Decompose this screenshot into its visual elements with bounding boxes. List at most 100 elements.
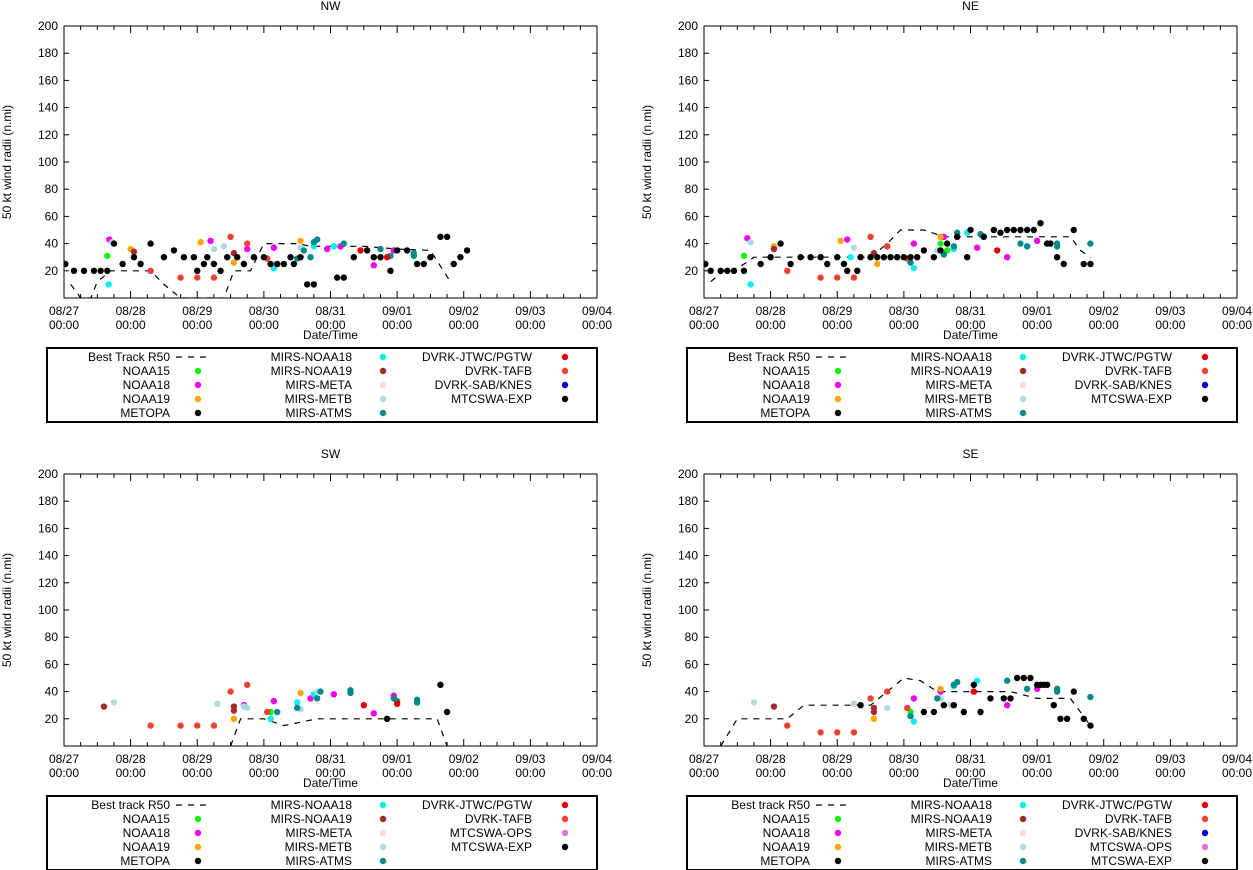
legend-swatch	[561, 367, 569, 375]
legend-label: DVRK-SAB/KNES	[1075, 826, 1172, 840]
x-axis-label: Date/Time	[303, 776, 358, 790]
legend-label: DVRK-TAFB	[465, 364, 532, 378]
point-mirs-atms	[274, 708, 281, 716]
legend-swatch	[834, 829, 842, 837]
point-mtcswa-exp	[310, 281, 318, 288]
point-mtcswa-exp	[437, 681, 444, 688]
point-mirs-noaa18	[330, 243, 338, 250]
best-track-line	[70, 243, 451, 298]
point-mirs-metb	[850, 244, 858, 251]
point-mtcswa-exp	[280, 260, 288, 268]
point-mtcswa-exp	[393, 247, 401, 254]
point-mtcswa-exp	[840, 260, 848, 268]
point-noaa18	[370, 262, 378, 269]
legend-label: MTCSWA-EXP	[1091, 854, 1172, 868]
legend-swatch	[1019, 409, 1027, 417]
y-tick-label: 40	[45, 685, 59, 699]
point-mirs-noaa19	[130, 248, 138, 255]
y-axis-label: 50 kt wind radii (n.mi)	[0, 105, 14, 219]
point-mirs-metb	[110, 699, 118, 706]
point-mtcswa-exp	[1010, 226, 1018, 234]
point-noaa19	[230, 259, 238, 266]
legend-label: MTCSWA-EXP	[451, 392, 532, 406]
legend-swatch	[561, 381, 569, 389]
legend-label: MIRS-NOAA19	[271, 812, 353, 826]
point-dvrk-tafb	[817, 729, 824, 736]
point-mtcswa-exp	[97, 267, 104, 274]
point-mtcswa-exp	[920, 247, 928, 254]
legend-label: DVRK-JTWC/PGTW	[1062, 798, 1173, 812]
y-tick-label: 60	[45, 209, 59, 223]
y-tick-label: 20	[45, 712, 59, 726]
point-mtcswa-exp	[1080, 260, 1087, 268]
best-track-line	[230, 718, 448, 746]
point-mtcswa-exp	[250, 254, 258, 261]
point-noaa18	[1003, 254, 1011, 261]
point-mirs-atms	[1023, 243, 1031, 250]
x-tick-label-time: 00:00	[515, 766, 545, 780]
point-mtcswa-exp	[857, 702, 864, 709]
y-tick-label: 160	[38, 73, 58, 87]
x-tick-label-time: 00:00	[249, 318, 279, 332]
point-noaa18	[323, 245, 331, 253]
data-layer	[100, 681, 451, 746]
point-mirs-atms	[340, 240, 348, 247]
point-mtcswa-exp	[1057, 715, 1064, 722]
x-tick-label-time: 00:00	[1089, 318, 1119, 332]
point-dvrk-tafb	[904, 704, 911, 712]
legend-swatch	[834, 381, 842, 389]
y-tick-label: 40	[685, 685, 699, 699]
x-tick-label-time: 00:00	[49, 766, 79, 780]
data-layer	[64, 233, 471, 298]
x-tick-label-date: 09/03	[515, 304, 545, 318]
x-tick-label-date: 09/02	[1089, 752, 1119, 766]
point-mtcswa-exp	[333, 274, 341, 281]
point-mtcswa-exp	[180, 254, 188, 261]
legend-swatch	[194, 815, 202, 823]
x-tick-label-date: 09/01	[382, 304, 412, 318]
legend-label: MIRS-ATMS	[286, 854, 352, 868]
data-layer	[720, 674, 1094, 746]
point-mirs-noaa18	[267, 715, 274, 722]
legend-label: NOAA19	[763, 840, 811, 854]
point-mirs-noaa18	[847, 254, 854, 261]
x-tick-label-date: 09/04	[582, 752, 612, 766]
legend-label: MIRS-NOAA18	[271, 350, 353, 364]
y-tick-label: 20	[45, 264, 59, 278]
point-mirs-atms	[907, 712, 914, 720]
point-mirs-metb	[210, 245, 218, 253]
point-mtcswa-exp	[854, 267, 861, 274]
legend-swatch	[561, 395, 569, 403]
x-tick-label-date: 08/30	[889, 304, 919, 318]
point-mtcswa-exp	[437, 233, 444, 240]
point-mtcswa-exp	[960, 708, 968, 716]
legend-swatch	[1019, 815, 1027, 823]
point-mtcswa-exp	[224, 254, 231, 261]
x-tick-label-date: 08/28	[116, 752, 146, 766]
y-tick-label: 60	[45, 657, 59, 671]
x-tick-label-date: 08/31	[955, 752, 985, 766]
legend-label: NOAA18	[763, 378, 811, 392]
point-noaa19	[937, 233, 944, 240]
x-tick-label-date: 09/02	[449, 752, 479, 766]
x-tick-label-date: 08/28	[756, 304, 786, 318]
legend-label: DVRK-SAB/KNES	[1075, 378, 1172, 392]
x-tick-label-date: 08/27	[49, 752, 79, 766]
point-mirs-atms	[413, 696, 421, 703]
x-tick-label-time: 00:00	[582, 318, 612, 332]
legend-swatch	[194, 367, 202, 375]
point-mirs-atms	[293, 704, 301, 712]
x-tick-label-date: 09/03	[1155, 752, 1185, 766]
point-noaa19	[297, 237, 304, 245]
x-tick-label-date: 09/01	[382, 752, 412, 766]
point-noaa19	[837, 237, 844, 245]
point-mtcswa-exp	[900, 254, 908, 261]
y-tick-label: 40	[685, 237, 699, 251]
chart-panel-sw: SW2040608010012014016018020008/2700:0008…	[0, 447, 612, 870]
x-tick-label-time: 00:00	[49, 318, 79, 332]
point-mtcswa-exp	[930, 254, 938, 261]
point-mtcswa-exp	[1060, 260, 1067, 268]
point-dvrk-tafb	[194, 722, 201, 729]
legend-swatch	[561, 353, 569, 361]
point-dvrk-jtwc-pgtw	[383, 254, 391, 261]
